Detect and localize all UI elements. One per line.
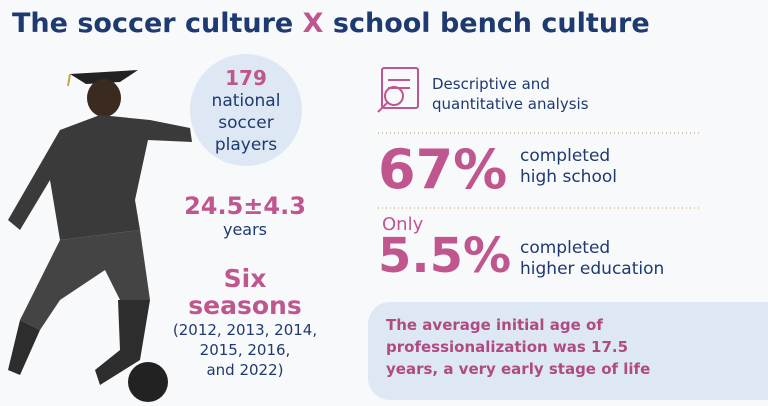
note-box xyxy=(368,302,768,400)
seasons-title: Six xyxy=(223,264,267,293)
age-unit: years xyxy=(222,220,268,239)
seasons-block: Six seasons (2012, 2013, 2014, 2015, 2016… xyxy=(150,266,340,380)
title-part: The soccer culture xyxy=(12,8,294,39)
text-line: (2012, 2013, 2014, xyxy=(172,321,318,339)
text-line: completed xyxy=(520,238,611,258)
title-part: school bench culture xyxy=(332,8,650,39)
stat-prefix: Only xyxy=(382,214,424,235)
text-line: completed xyxy=(520,146,611,166)
text-line: high school xyxy=(520,167,617,187)
method: Descriptive and quantitative analysis xyxy=(432,74,589,114)
text-line: players xyxy=(214,135,278,155)
text-line: years, a very early stage of life xyxy=(386,360,651,378)
text-line: quantitative analysis xyxy=(432,95,589,113)
text-line: soccer xyxy=(218,113,274,133)
text-line: The average initial age of xyxy=(386,316,603,334)
stat-label: completed higher education xyxy=(520,238,664,280)
count-circle xyxy=(190,54,302,166)
count-label: national soccer players xyxy=(190,90,302,156)
title-part: X xyxy=(302,8,324,39)
count: 179 xyxy=(225,66,267,90)
stat-value: 5.5% xyxy=(378,228,512,284)
player-illustration xyxy=(8,70,192,402)
text-line: Descriptive and xyxy=(432,75,550,93)
document-icon xyxy=(377,67,419,113)
stat-label: completed high school xyxy=(520,146,617,188)
title: The soccer culture X school bench cultur… xyxy=(12,8,650,39)
seasons-list: (2012, 2013, 2014, 2015, 2016, and 2022) xyxy=(150,320,340,380)
seasons-subtitle: seasons xyxy=(188,291,302,320)
text-line: national xyxy=(211,91,281,111)
age-block: 24.5±4.3 years xyxy=(170,192,320,239)
count-block: 179 national soccer players xyxy=(190,66,302,156)
age: 24.5±4.3 xyxy=(184,192,306,220)
note: The average initial age of professionaliz… xyxy=(386,314,650,380)
text-line: and 2022) xyxy=(206,361,284,379)
stat-value: 67% xyxy=(378,138,508,201)
text-line: 2015, 2016, xyxy=(199,341,291,359)
text-line: professionalization was 17.5 xyxy=(386,338,629,356)
text-line: higher education xyxy=(520,259,665,279)
